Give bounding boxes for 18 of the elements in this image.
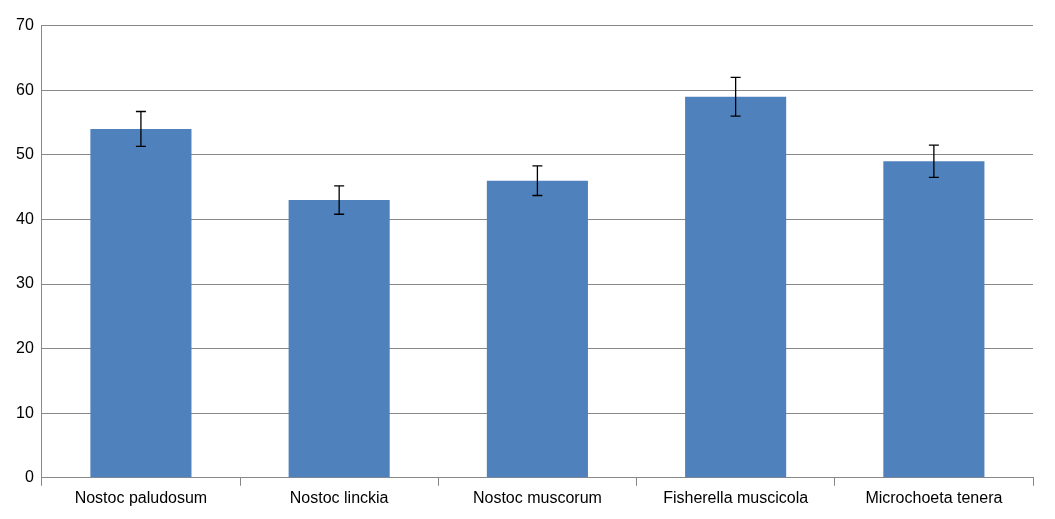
y-tick-label: 10 — [16, 403, 34, 421]
bar — [90, 128, 192, 478]
y-tick-label: 40 — [16, 209, 34, 227]
y-tick-label: 70 — [16, 16, 34, 34]
x-tick-label: Nostoc muscorum — [472, 488, 602, 506]
y-tick-label: 20 — [16, 339, 34, 357]
bar — [685, 96, 787, 478]
y-tick-label: 60 — [16, 80, 34, 98]
y-tick-label: 50 — [16, 145, 34, 163]
y-tick-label: 30 — [16, 274, 34, 292]
bar — [486, 180, 588, 478]
bar — [883, 161, 985, 478]
x-tick-label: Microchoeta tenera — [865, 488, 1003, 506]
bar — [288, 200, 390, 478]
x-tick-label: Fisherella muscicola — [663, 488, 809, 506]
y-tick-label: 0 — [24, 468, 34, 486]
x-tick-label: Nostoc paludosum — [74, 488, 208, 506]
x-tick-label: Nostoc linckia — [289, 488, 389, 506]
